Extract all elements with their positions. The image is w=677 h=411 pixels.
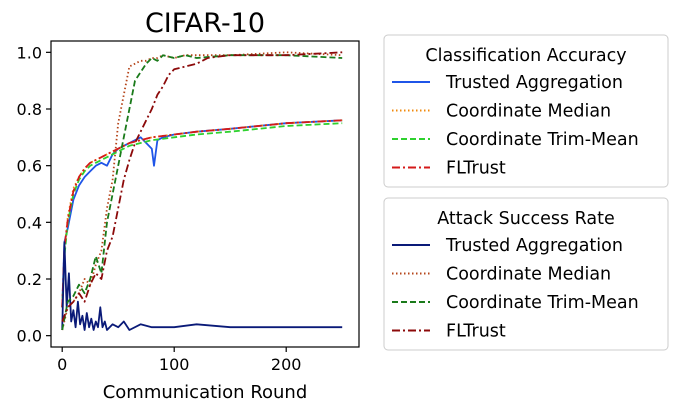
series-layer bbox=[61, 51, 343, 331]
y-tick-label: 0.4 bbox=[17, 213, 42, 232]
plot-frame bbox=[50, 40, 360, 348]
legend-entry-label: Coordinate Median bbox=[446, 102, 611, 122]
tick-layer: 0 100 200 0.0 0.2 0.4 0.6 0.8 1.0 bbox=[17, 43, 302, 374]
legend-entry-label: FLTrust bbox=[446, 159, 506, 179]
series-line-2 bbox=[61, 122, 343, 308]
chart-title: CIFAR-10 bbox=[145, 8, 265, 39]
y-tick-label: 0.0 bbox=[17, 327, 42, 346]
x-tick-label: 100 bbox=[159, 355, 190, 374]
x-axis-label: Communication Round bbox=[103, 382, 308, 403]
y-tick-label: 0.8 bbox=[17, 100, 42, 119]
legend-entry-label: FLTrust bbox=[446, 322, 506, 342]
legend-layer: Classification Accuracy Trusted Aggregati… bbox=[383, 34, 669, 351]
legend-box bbox=[383, 34, 669, 188]
legend-title: Classification Accuracy bbox=[425, 46, 626, 66]
y-tick-label: 0.6 bbox=[17, 157, 42, 176]
legend-entry-label: Trusted Aggregation bbox=[445, 236, 623, 256]
legend-title: Attack Success Rate bbox=[437, 209, 615, 229]
series-line-0 bbox=[61, 119, 343, 308]
series-line-1 bbox=[61, 119, 343, 308]
legend-box bbox=[383, 197, 669, 351]
series-line-6 bbox=[61, 54, 343, 331]
series-line-3 bbox=[61, 119, 343, 308]
legend-entry-label: Coordinate Trim-Mean bbox=[446, 130, 639, 150]
legend-entry-label: Trusted Aggregation bbox=[445, 73, 623, 93]
legend-entry-label: Coordinate Trim-Mean bbox=[446, 293, 639, 313]
y-tick-label: 0.2 bbox=[17, 270, 42, 289]
series-line-7 bbox=[61, 51, 343, 322]
x-tick-label: 200 bbox=[271, 355, 302, 374]
x-tick-label: 0 bbox=[57, 355, 67, 374]
series-line-4 bbox=[61, 241, 343, 331]
legend-entry-label: Coordinate Median bbox=[446, 265, 611, 285]
series-line-5 bbox=[61, 51, 343, 331]
y-tick-label: 1.0 bbox=[17, 43, 42, 62]
